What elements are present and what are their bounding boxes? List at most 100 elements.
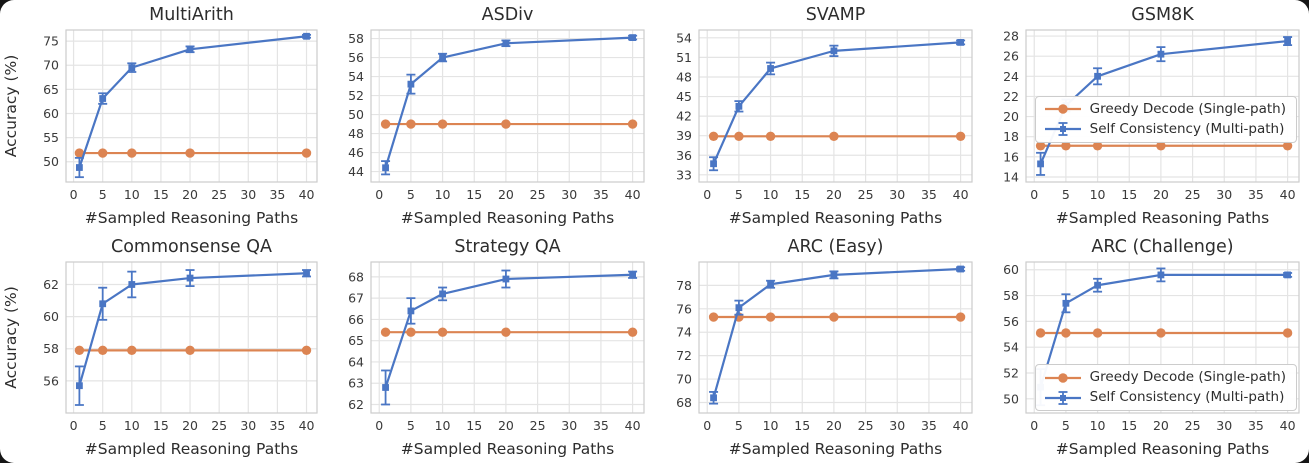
greedy-marker bbox=[1155, 141, 1166, 151]
y-tick-label: 56 bbox=[348, 50, 364, 65]
y-tick-label: 66 bbox=[348, 312, 364, 327]
chart-title: ARC (Challenge) bbox=[1091, 237, 1233, 257]
y-tick-label: 18 bbox=[1003, 129, 1019, 144]
self-consistency-marker bbox=[1157, 271, 1165, 279]
x-tick-label: 30 bbox=[562, 418, 578, 433]
y-tick-label: 62 bbox=[348, 397, 364, 412]
x-tick-label: 10 bbox=[435, 418, 451, 433]
plot-border bbox=[1025, 261, 1300, 414]
greedy-marker bbox=[185, 345, 195, 356]
x-axis-label: #Sampled Reasoning Paths bbox=[1056, 209, 1269, 227]
chart-arc-easy: 0 5 10 15 20 25 30 35 40 68 70 72 74 76 78 ARC (Easy) #S… bbox=[655, 232, 982, 463]
y-tick-label: 78 bbox=[676, 278, 692, 293]
x-tick-label: 25 bbox=[211, 418, 227, 433]
self-consistency-marker bbox=[303, 32, 310, 40]
y-tick-label: 46 bbox=[348, 145, 364, 160]
y-tick-label: 44 bbox=[348, 164, 364, 179]
x-tick-label: 25 bbox=[530, 418, 546, 433]
self-consistency-marker bbox=[407, 80, 415, 88]
greedy-marker bbox=[765, 131, 775, 142]
y-tick-label: 24 bbox=[1003, 69, 1019, 84]
x-tick-label: 30 bbox=[889, 187, 905, 202]
x-tick-label: 25 bbox=[530, 187, 546, 202]
chart-commonsense-qa: 0 5 10 15 20 25 30 35 40 56 58 60 62 Commonsense QA #S… bbox=[0, 232, 327, 463]
greedy-marker bbox=[733, 131, 744, 142]
y-axis-label: Accuracy (%) bbox=[2, 55, 20, 158]
self-consistency-marker bbox=[382, 164, 390, 172]
x-tick-label: 40 bbox=[1279, 418, 1295, 433]
self-consistency-marker bbox=[439, 290, 447, 298]
self-consistency-marker bbox=[1157, 50, 1165, 58]
x-axis-label: #Sampled Reasoning Paths bbox=[728, 209, 941, 227]
legend: Greedy Decode (Single-path) Self Consiste… bbox=[1034, 364, 1297, 411]
self-consistency-marker bbox=[629, 34, 637, 41]
self-consistency-marker bbox=[1093, 72, 1101, 80]
y-tick-label: 39 bbox=[676, 128, 692, 143]
x-tick-label: 25 bbox=[857, 418, 873, 433]
chart-title: Commonsense QA bbox=[111, 237, 272, 257]
y-tick-label: 20 bbox=[1003, 109, 1019, 124]
y-tick-label: 48 bbox=[348, 126, 364, 141]
self-consistency-marker bbox=[1283, 271, 1291, 279]
x-tick-label: 35 bbox=[920, 418, 936, 433]
x-tick-label: 35 bbox=[269, 418, 285, 433]
y-tick-label: 36 bbox=[676, 148, 692, 163]
self-consistency-marker bbox=[502, 39, 510, 47]
greedy-marker bbox=[127, 345, 137, 356]
y-tick-label: 52 bbox=[348, 88, 364, 103]
y-tick-label: 55 bbox=[43, 130, 59, 145]
y-tick-label: 50 bbox=[348, 107, 364, 122]
greedy-marker bbox=[438, 327, 448, 337]
greedy-marker bbox=[74, 148, 85, 158]
chart-canvas: 0 5 10 15 20 25 30 35 40 50 55 60 65 70 75 MultiArith #S… bbox=[2, 5, 318, 227]
plot-area bbox=[698, 262, 972, 413]
x-tick-label: 40 bbox=[1279, 187, 1295, 202]
self-consistency-marker bbox=[186, 45, 194, 53]
x-tick-label: 20 bbox=[825, 187, 841, 202]
greedy-marker bbox=[97, 148, 108, 158]
x-tick-label: 5 bbox=[407, 187, 415, 202]
greedy-marker bbox=[708, 131, 718, 142]
chart-canvas: 0 5 10 15 20 25 30 35 40 33 36 39 42 45 48 51 54 SVAMP #Sa… bbox=[676, 5, 973, 227]
plot-area bbox=[371, 30, 645, 182]
self-consistency-marker bbox=[128, 64, 136, 72]
chart-gsm8k: 0 5 10 15 20 25 30 35 40 14 16 18 20 22 24 26 28 GSM8K #Sa… bbox=[982, 0, 1309, 232]
greedy-marker bbox=[501, 119, 511, 129]
x-tick-label: 0 bbox=[70, 187, 78, 202]
self-consistency-marker bbox=[1036, 160, 1044, 168]
legend: Greedy Decode (Single-path) Self Consiste… bbox=[1034, 96, 1297, 143]
y-tick-label: 48 bbox=[676, 69, 692, 84]
greedy-marker bbox=[1155, 328, 1166, 338]
self-consistency-marker bbox=[1093, 281, 1101, 289]
x-tick-label: 0 bbox=[376, 418, 384, 433]
x-tick-label: 10 bbox=[435, 187, 451, 202]
x-tick-label: 10 bbox=[124, 187, 140, 202]
y-tick-label: 26 bbox=[1003, 49, 1019, 64]
chart-title: MultiArith bbox=[149, 5, 234, 25]
self-consistency-marker bbox=[75, 382, 83, 390]
greedy-marker bbox=[1282, 328, 1293, 338]
self-consistency-marker bbox=[830, 47, 837, 55]
x-tick-label: 15 bbox=[153, 187, 169, 202]
x-tick-label: 40 bbox=[299, 187, 315, 202]
y-tick-label: 65 bbox=[348, 333, 364, 348]
x-tick-label: 25 bbox=[211, 187, 227, 202]
y-tick-label: 70 bbox=[676, 372, 692, 387]
greedy-marker bbox=[127, 148, 137, 158]
greedy-marker bbox=[708, 312, 718, 322]
self-consistency-marker bbox=[629, 271, 637, 279]
self-consistency-marker bbox=[75, 164, 83, 171]
plot-border bbox=[697, 29, 973, 183]
y-tick-label: 56 bbox=[43, 373, 59, 388]
self-consistency-marker bbox=[1283, 37, 1291, 45]
legend-item: Self Consistency (Multi-path) bbox=[1044, 121, 1286, 138]
x-tick-label: 35 bbox=[1248, 187, 1264, 202]
x-tick-label: 15 bbox=[467, 418, 483, 433]
chart-title: ASDiv bbox=[482, 5, 534, 25]
y-tick-label: 67 bbox=[348, 291, 364, 306]
x-tick-label: 30 bbox=[240, 187, 256, 202]
x-tick-label: 10 bbox=[124, 418, 140, 433]
plot-border bbox=[370, 29, 645, 183]
x-tick-label: 0 bbox=[1030, 187, 1038, 202]
